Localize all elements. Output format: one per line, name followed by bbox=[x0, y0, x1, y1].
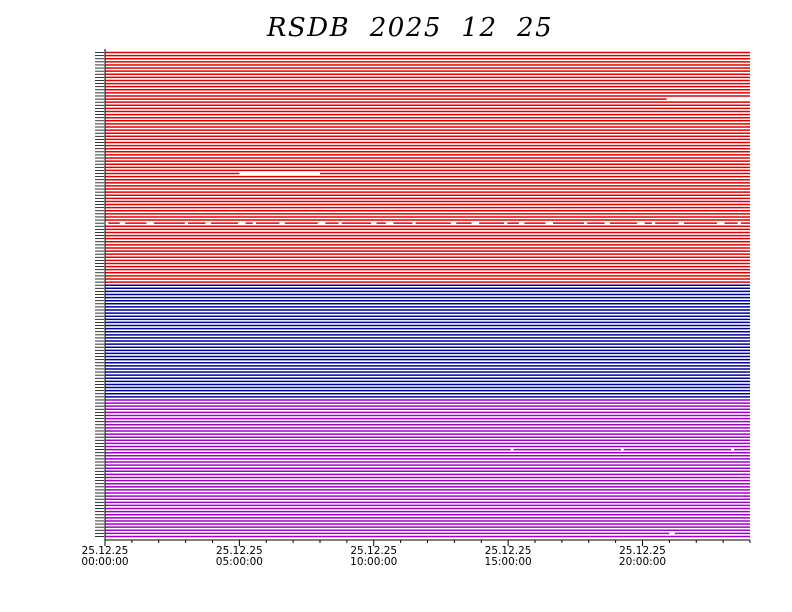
x-tick-label-date: 25.12.25 bbox=[350, 545, 397, 557]
x-tick-label-time: 10:00:00 bbox=[350, 556, 397, 568]
x-tick-label-date: 25.12.25 bbox=[619, 545, 666, 557]
x-axis: 25.12.2500:00:0025.12.2505:00:0025.12.25… bbox=[81, 49, 751, 568]
x-tick-label-date: 25.12.25 bbox=[485, 545, 532, 557]
x-tick-label-time: 05:00:00 bbox=[216, 556, 263, 568]
station-rows bbox=[105, 51, 750, 538]
y-axis-ticks bbox=[95, 52, 104, 537]
x-tick-label-time: 00:00:00 bbox=[81, 556, 128, 568]
x-tick-label-time: 15:00:00 bbox=[485, 556, 532, 568]
x-tick-label-date: 25.12.25 bbox=[216, 545, 263, 557]
chart-title: RSDB 2025 12 25 bbox=[266, 13, 553, 43]
x-tick-label-date: 25.12.25 bbox=[82, 545, 129, 557]
data-gaps bbox=[105, 97, 750, 535]
x-tick-label-time: 20:00:00 bbox=[619, 556, 666, 568]
